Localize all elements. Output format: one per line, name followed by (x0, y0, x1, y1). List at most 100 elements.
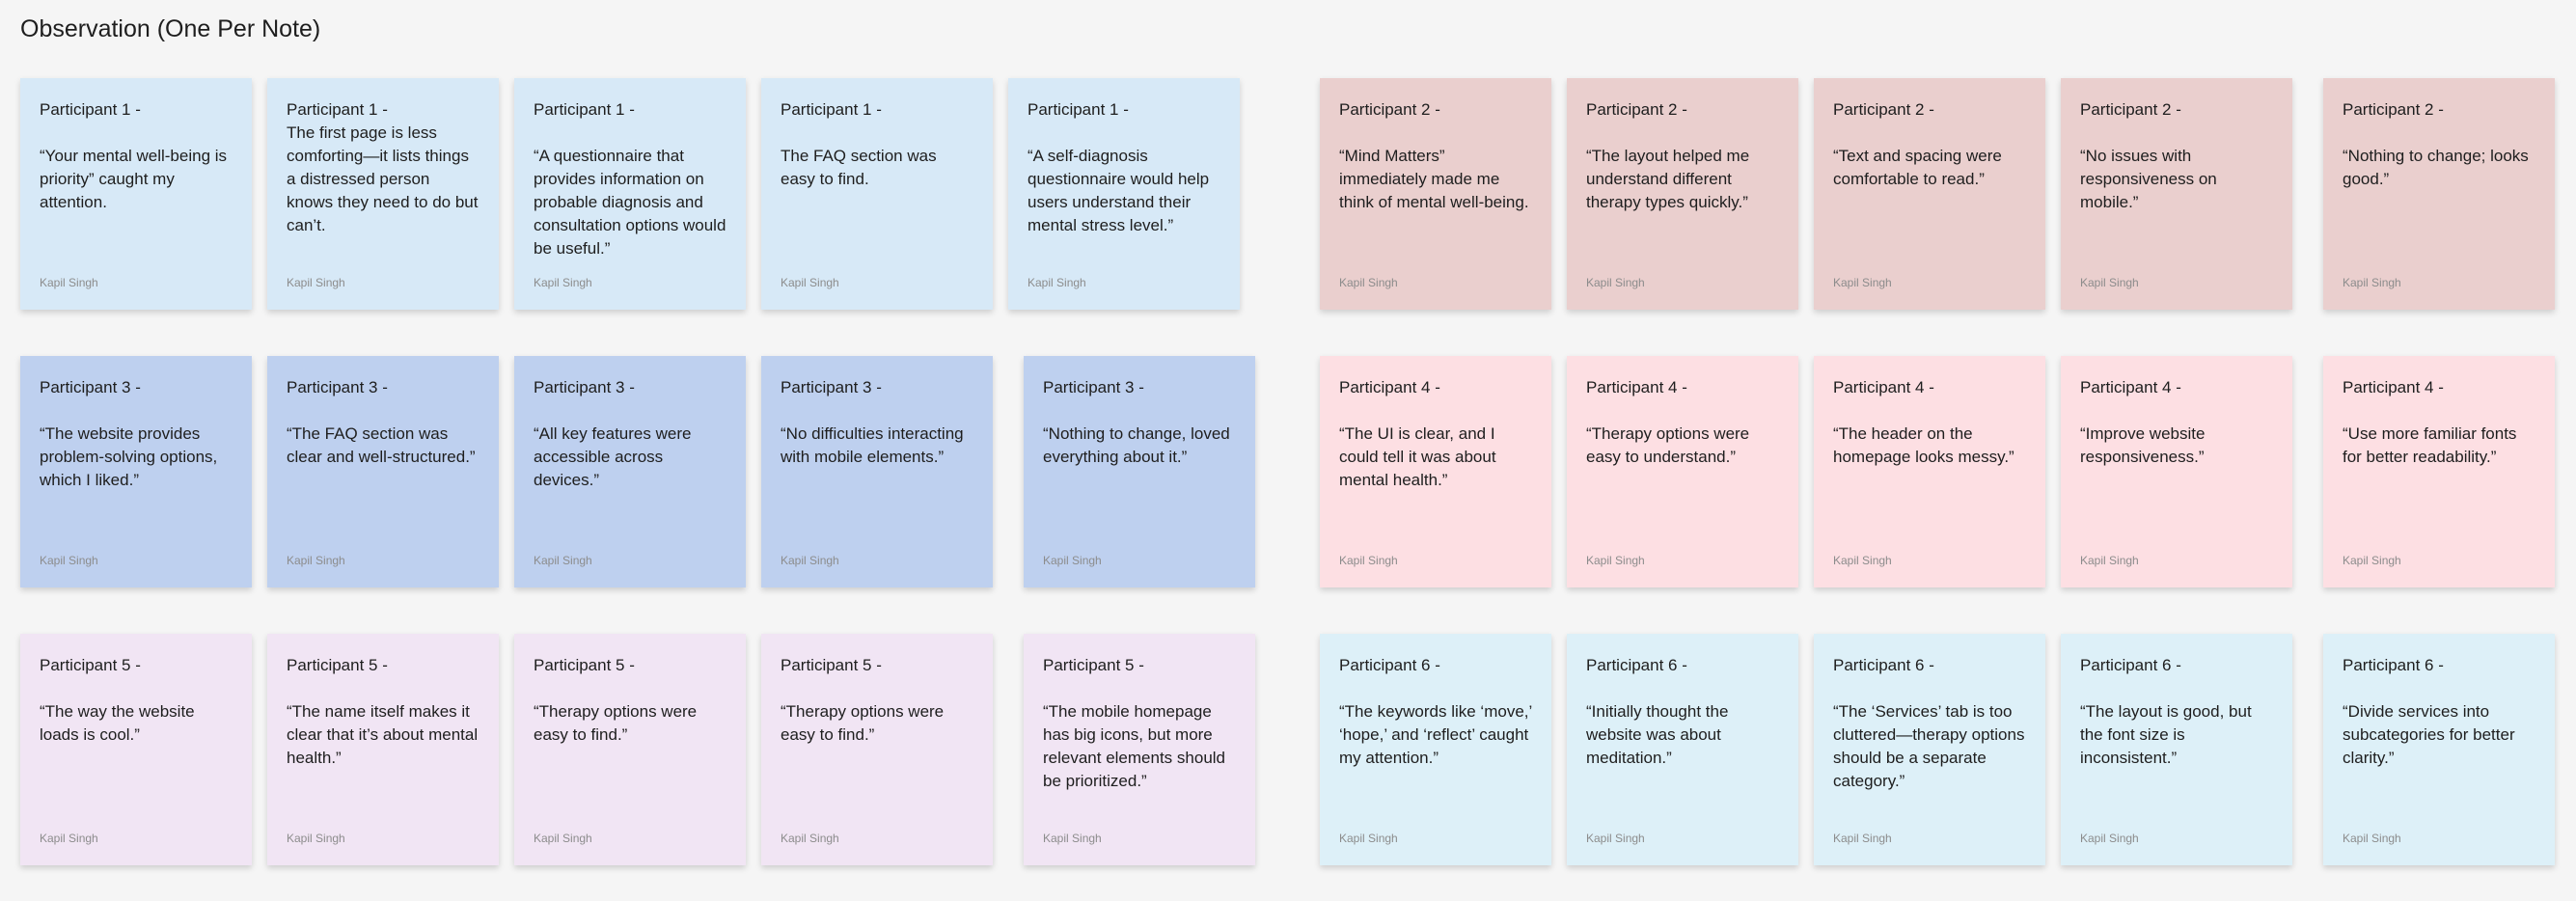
note-participant-label: Participant 4 - (2343, 378, 2444, 396)
note-participant-label: Participant 6 - (1339, 656, 1440, 674)
sticky-note[interactable]: Participant 3 - “The website provides pr… (20, 356, 252, 587)
sticky-note[interactable]: Participant 3 - “Nothing to change, loved… (1024, 356, 1255, 587)
note-participant-label: Participant 6 - (2343, 656, 2444, 674)
note-author: Kapil Singh (287, 276, 345, 289)
sticky-note[interactable]: Participant 4 - “Improve website respons… (2061, 356, 2292, 587)
sticky-note[interactable]: Participant 6 - “Divide services into sub… (2323, 634, 2555, 865)
note-observation-text: “All key features were accessible across… (534, 424, 692, 489)
note-observation-text: “Nothing to change, loved everything abo… (1043, 424, 1230, 466)
note-participant-label: Participant 3 - (781, 378, 882, 396)
sticky-note[interactable]: Participant 1 - The first page is less co… (267, 78, 499, 310)
sticky-note[interactable]: Participant 2 - “Nothing to change; looks… (2323, 78, 2555, 310)
sticky-note[interactable]: Participant 6 - “The keywords like ‘move,… (1320, 634, 1551, 865)
note-observation-text: “The header on the homepage looks messy.… (1833, 424, 2014, 466)
sticky-note[interactable]: Participant 1 - “A questionnaire that pro… (514, 78, 746, 310)
note-participant-label: Participant 3 - (40, 378, 141, 396)
sticky-note[interactable]: Participant 5 - “The name itself makes i… (267, 634, 499, 865)
note-author: Kapil Singh (2343, 554, 2401, 567)
sticky-note[interactable]: Participant 5 - “The way the website loa… (20, 634, 252, 865)
note-observation-text: “Therapy options were easy to understand… (1586, 424, 1750, 466)
sticky-note[interactable]: Participant 3 - “No difficulties interact… (761, 356, 993, 587)
note-participant-label: Participant 6 - (1586, 656, 1687, 674)
note-participant-label: Participant 6 - (2080, 656, 2181, 674)
note-author: Kapil Singh (1339, 832, 1398, 845)
note-participant-label: Participant 2 - (1339, 100, 1440, 119)
sticky-note[interactable]: Participant 2 - “The layout helped me und… (1567, 78, 1798, 310)
note-participant-label: Participant 5 - (287, 656, 388, 674)
note-observation-text: The first page is less comforting—it lis… (287, 123, 479, 234)
note-observation-text: “Nothing to change; looks good.” (2343, 147, 2529, 188)
sticky-note[interactable]: Participant 4 - “Use more familiar fonts … (2323, 356, 2555, 587)
sticky-note[interactable]: Participant 3 - “All key features were ac… (514, 356, 746, 587)
note-author: Kapil Singh (1028, 276, 1086, 289)
note-participant-label: Participant 2 - (2343, 100, 2444, 119)
note-author: Kapil Singh (534, 276, 592, 289)
sticky-note[interactable]: Participant 6 - “The ‘Services’ tab is to… (1814, 634, 2045, 865)
sticky-note[interactable]: Participant 4 - “Therapy options were ea… (1567, 356, 1798, 587)
note-observation-text: “The FAQ section was clear and well-stru… (287, 424, 476, 466)
note-author: Kapil Singh (1043, 832, 1102, 845)
note-participant-label: Participant 6 - (1833, 656, 1934, 674)
sticky-note[interactable]: Participant 4 - “The header on the homep… (1814, 356, 2045, 587)
note-observation-text: “The website provides problem-solving op… (40, 424, 218, 489)
sticky-note[interactable]: Participant 6 - “Initially thought the we… (1567, 634, 1798, 865)
note-participant-label: Participant 3 - (534, 378, 635, 396)
note-participant-label: Participant 1 - (534, 100, 635, 119)
sticky-note[interactable]: Participant 5 - “The mobile homepage has … (1024, 634, 1255, 865)
note-participant-label: Participant 3 - (287, 378, 388, 396)
note-observation-text: “The mobile homepage has big icons, but … (1043, 702, 1226, 790)
note-participant-label: Participant 1 - (1028, 100, 1129, 119)
note-participant-label: Participant 1 - (287, 100, 388, 119)
note-observation-text: “Mind Matters” immediately made me think… (1339, 147, 1529, 211)
note-participant-label: Participant 5 - (534, 656, 635, 674)
note-participant-label: Participant 4 - (1339, 378, 1440, 396)
note-participant-label: Participant 2 - (1586, 100, 1687, 119)
note-author: Kapil Singh (2080, 832, 2139, 845)
note-observation-text: “Therapy options were easy to find.” (534, 702, 698, 744)
note-participant-label: Participant 1 - (781, 100, 882, 119)
note-author: Kapil Singh (1586, 276, 1645, 289)
sticky-note[interactable]: Participant 6 - “The layout is good, but … (2061, 634, 2292, 865)
sticky-note[interactable]: Participant 2 - “Mind Matters” immediatel… (1320, 78, 1551, 310)
note-author: Kapil Singh (781, 276, 839, 289)
sticky-note[interactable]: Participant 1 - “Your mental well-being i… (20, 78, 252, 310)
note-observation-text: “Initially thought the website was about… (1586, 702, 1729, 767)
note-observation-text: “A self-diagnosis questionnaire would he… (1028, 147, 1210, 234)
sticky-note[interactable]: Participant 4 - “The UI is clear, and I … (1320, 356, 1551, 587)
sticky-note[interactable]: Participant 5 - “Therapy options were ea… (761, 634, 993, 865)
note-author: Kapil Singh (2343, 276, 2401, 289)
board-title: Observation (One Per Note) (20, 15, 321, 42)
note-observation-text: “Text and spacing were comfortable to re… (1833, 147, 2002, 188)
note-author: Kapil Singh (781, 554, 839, 567)
sticky-note[interactable]: Participant 1 - “A self-diagnosis questio… (1008, 78, 1240, 310)
note-participant-label: Participant 3 - (1043, 378, 1144, 396)
note-observation-text: “The layout helped me understand differe… (1586, 147, 1750, 211)
note-observation-text: “Improve website responsiveness.” (2080, 424, 2206, 466)
sticky-note[interactable]: Participant 1 - The FAQ section was easy … (761, 78, 993, 310)
note-participant-label: Participant 5 - (1043, 656, 1144, 674)
note-participant-label: Participant 1 - (40, 100, 141, 119)
note-author: Kapil Singh (1833, 276, 1892, 289)
note-participant-label: Participant 2 - (1833, 100, 1934, 119)
note-author: Kapil Singh (1339, 276, 1398, 289)
note-observation-text: “Therapy options were easy to find.” (781, 702, 945, 744)
note-observation-text: “The layout is good, but the font size i… (2080, 702, 2252, 767)
note-author: Kapil Singh (1833, 554, 1892, 567)
sticky-note[interactable]: Participant 2 - “Text and spacing were co… (1814, 78, 2045, 310)
note-author: Kapil Singh (1833, 832, 1892, 845)
note-author: Kapil Singh (287, 832, 345, 845)
sticky-note[interactable]: Participant 3 - “The FAQ section was clea… (267, 356, 499, 587)
note-participant-label: Participant 2 - (2080, 100, 2181, 119)
note-participant-label: Participant 4 - (1586, 378, 1687, 396)
note-participant-label: Participant 4 - (1833, 378, 1934, 396)
note-author: Kapil Singh (2343, 832, 2401, 845)
note-participant-label: Participant 5 - (40, 656, 141, 674)
sticky-note[interactable]: Participant 2 - “No issues with responsiv… (2061, 78, 2292, 310)
sticky-note[interactable]: Participant 5 - “Therapy options were ea… (514, 634, 746, 865)
note-observation-text: “The UI is clear, and I could tell it wa… (1339, 424, 1496, 489)
note-author: Kapil Singh (534, 554, 592, 567)
note-observation-text: “No issues with responsiveness on mobile… (2080, 147, 2217, 211)
note-author: Kapil Singh (40, 832, 98, 845)
note-observation-text: “Divide services into subcategories for … (2343, 702, 2515, 767)
note-observation-text: “The keywords like ‘move,’ ‘hope,’ and ‘… (1339, 702, 1532, 767)
